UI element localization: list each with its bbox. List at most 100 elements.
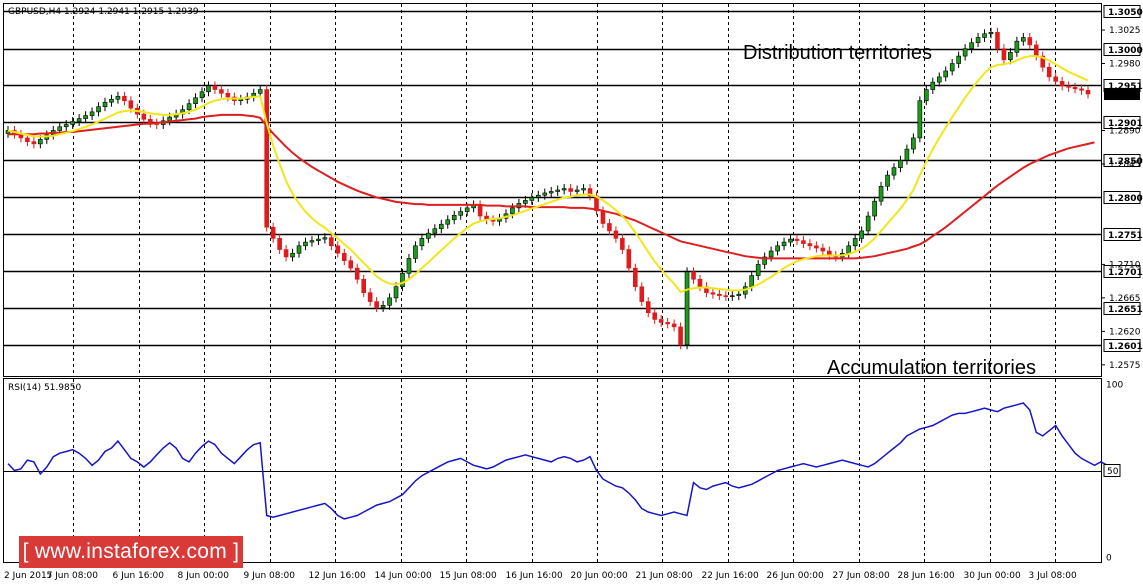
candle-body <box>645 301 651 314</box>
candle-body <box>419 238 425 247</box>
candle-body <box>801 240 806 244</box>
candle-body <box>568 188 573 192</box>
price-tick-label: 1.2710 <box>1109 260 1141 270</box>
candle-body <box>432 228 438 234</box>
time-label: 2 Jun 2017 <box>4 571 52 581</box>
candle-body <box>730 295 735 297</box>
candle-body <box>561 188 567 191</box>
candle-body <box>109 98 114 103</box>
candle-body <box>891 167 897 176</box>
candle-body <box>25 137 30 142</box>
candle-body <box>755 264 761 276</box>
level-label: 1.2651 <box>1108 305 1143 315</box>
candle-body <box>762 256 767 265</box>
candle-body <box>535 194 541 198</box>
candle-body <box>335 245 341 254</box>
candle-body <box>309 240 315 243</box>
candle-body <box>76 118 82 122</box>
current-price-box <box>1104 88 1140 101</box>
candle-body <box>859 230 864 239</box>
price-tick-label: 1.2890 <box>1109 126 1141 136</box>
candle-body <box>270 226 276 239</box>
watermark-banner: [ www.instaforex.com ] <box>19 536 243 568</box>
level-label: 1.2800 <box>1108 194 1143 204</box>
candles <box>5 27 1091 350</box>
rsi-level-label: 0 <box>1106 554 1112 564</box>
candle-body <box>199 91 205 99</box>
candle-body <box>678 326 683 346</box>
candle-body <box>128 100 134 109</box>
candle-body <box>102 101 108 107</box>
accumulation-annotation: Accumulation territories <box>827 357 1036 379</box>
candle-body <box>542 192 548 196</box>
candle-body <box>652 312 658 320</box>
candle-body <box>1066 85 1071 88</box>
candle-body <box>529 197 535 201</box>
candle-body <box>898 159 903 168</box>
candle-body <box>872 200 877 217</box>
level-label: 1.2850 <box>1108 157 1143 167</box>
level-label: 1.2751 <box>1108 231 1143 241</box>
candle-body <box>911 137 916 150</box>
candle-body <box>510 207 515 215</box>
rsi-axis: 100 50 0 <box>1103 381 1123 564</box>
candle-body <box>581 188 586 191</box>
candle-body <box>380 305 386 308</box>
candle-body <box>613 230 619 239</box>
candle-body <box>367 292 373 302</box>
candle-body <box>878 185 884 202</box>
candle-body <box>639 286 645 302</box>
candle-body <box>477 204 483 217</box>
ma-slow-line <box>8 113 1095 260</box>
time-label: 20 Jun 00:00 <box>571 571 628 581</box>
level-label-box <box>1103 302 1141 315</box>
candle-body <box>736 293 742 296</box>
rsi-panel-frame <box>3 378 1102 563</box>
candle-body <box>1085 90 1091 95</box>
candle-body <box>277 238 282 250</box>
candle-body <box>63 124 69 128</box>
candle-body <box>620 238 625 250</box>
time-label: 22 Jun 16:00 <box>702 571 759 581</box>
candle-body <box>600 210 606 224</box>
candle-body <box>70 121 75 125</box>
candle-body <box>684 271 690 346</box>
symbol-header: GBPUSD,H4 1.2924 1.2941 1.2915 1.2939 <box>8 7 199 17</box>
candle-body <box>717 293 722 296</box>
candle-body <box>186 103 192 110</box>
candle-body <box>206 85 211 93</box>
candle-body <box>83 115 88 119</box>
candle-body <box>225 92 231 98</box>
price-tick-label: 1.2665 <box>1109 294 1141 304</box>
candle-body <box>523 200 528 204</box>
time-label: 26 Jun 00:00 <box>767 571 824 581</box>
vertical-grid <box>73 4 1056 562</box>
candle-body <box>930 81 936 90</box>
candle-body <box>574 189 580 192</box>
price-tick-label: 1.2575 <box>1109 361 1141 371</box>
ma-fast-line <box>7 55 1089 294</box>
rsi-level-label: 100 <box>1106 381 1123 391</box>
level-label: 1.3050 <box>1108 8 1143 18</box>
candle-body <box>393 286 399 299</box>
candle-body <box>904 148 910 161</box>
candle-body <box>374 301 379 308</box>
rsi-level-box <box>1103 464 1121 477</box>
level-label-box <box>1103 265 1141 278</box>
candle-body <box>671 323 677 328</box>
rsi-level-label: 50 <box>1107 467 1119 477</box>
candle-body <box>1040 55 1046 68</box>
level-label: 1.2951 <box>1108 82 1143 92</box>
candle-body <box>781 241 787 247</box>
time-label: 8 Jun 00:00 <box>178 571 230 581</box>
candle-body <box>290 252 295 258</box>
candle-body <box>820 247 826 252</box>
price-tick-label: 1.2845 <box>1109 160 1141 170</box>
level-label: 1.2901 <box>1108 119 1143 129</box>
candle-body <box>607 223 612 232</box>
candle-body <box>406 258 412 274</box>
main-panel-frame <box>3 3 1102 377</box>
candle-body <box>846 245 852 254</box>
